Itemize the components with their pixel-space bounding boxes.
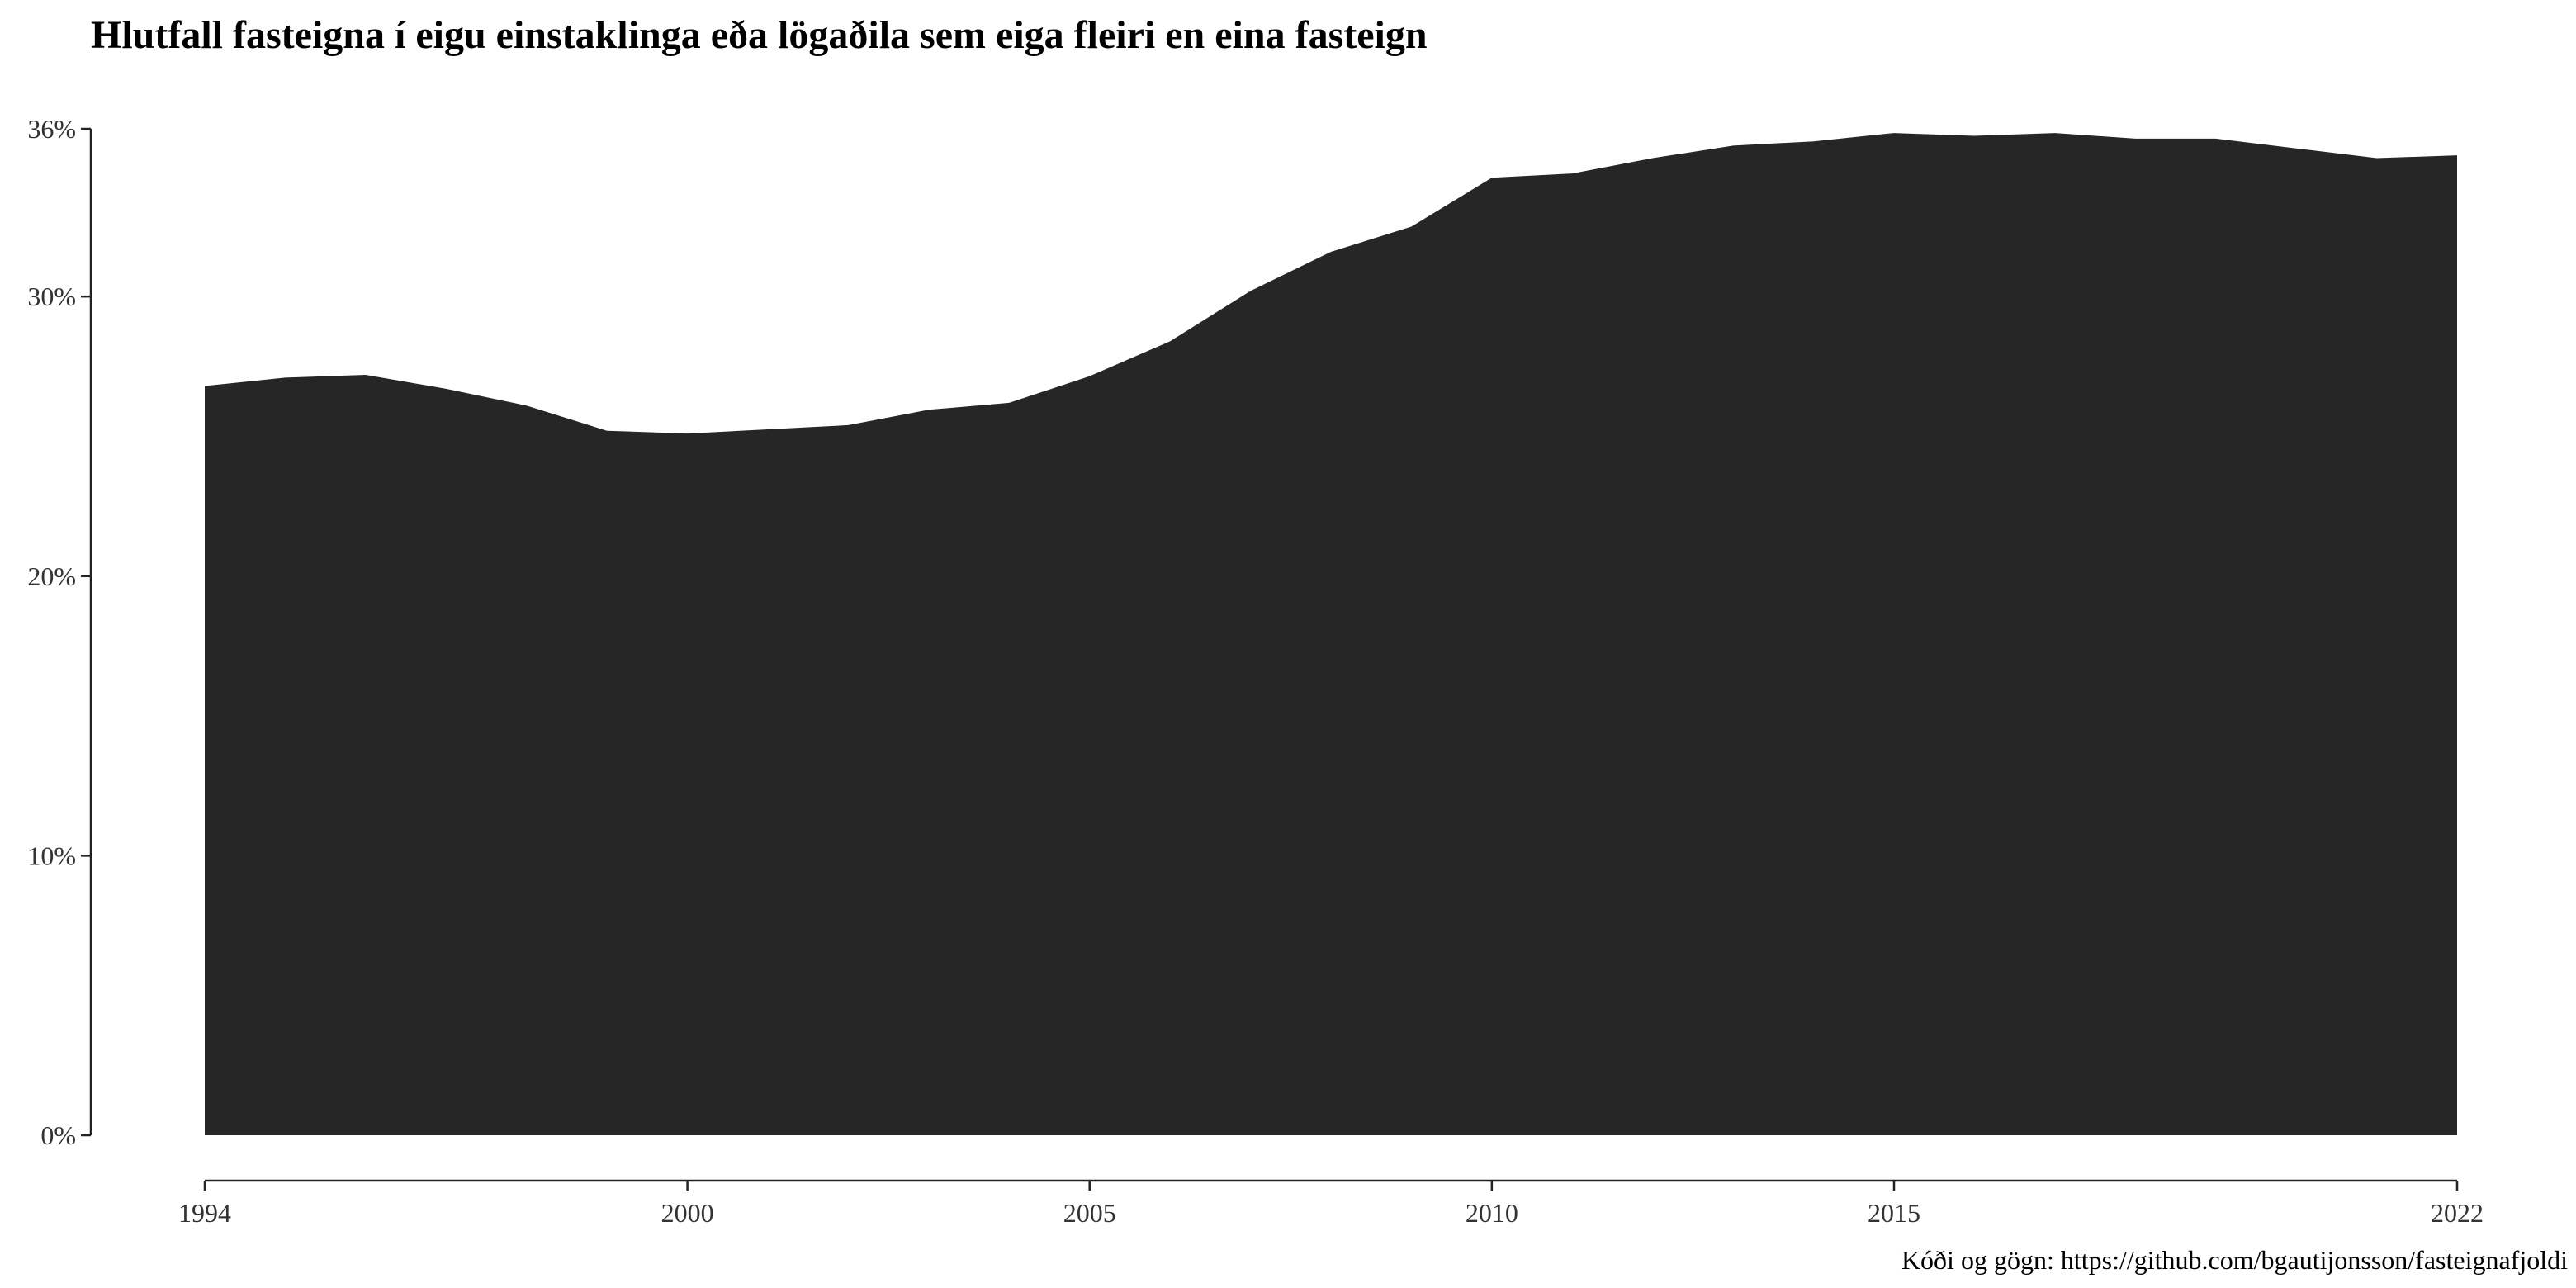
y-tick-label: 0% — [40, 1120, 76, 1150]
y-tick-label: 10% — [27, 841, 76, 870]
x-tick-label: 2005 — [1063, 1198, 1116, 1228]
chart-title: Hlutfall fasteigna í eigu einstaklinga e… — [91, 13, 1428, 57]
x-tick-label: 2000 — [661, 1198, 714, 1228]
y-tick-label: 20% — [27, 561, 76, 591]
chart-caption: Kóði og gögn: https://github.com/bgautij… — [1901, 1245, 2568, 1275]
x-tick-label: 1994 — [178, 1198, 231, 1228]
x-tick-label: 2022 — [2431, 1198, 2484, 1228]
x-axis: 1994 2000 2005 2010 2015 2022 — [178, 1179, 2484, 1228]
y-tick-label: 30% — [27, 282, 76, 311]
y-tick-label: 36% — [27, 114, 76, 144]
x-tick-label: 2015 — [1868, 1198, 1920, 1228]
area-series — [205, 133, 2457, 1136]
y-axis: 0% 10% 20% 30% 36% — [27, 114, 92, 1150]
plot-area — [205, 133, 2457, 1136]
x-tick-label: 2010 — [1466, 1198, 1518, 1228]
